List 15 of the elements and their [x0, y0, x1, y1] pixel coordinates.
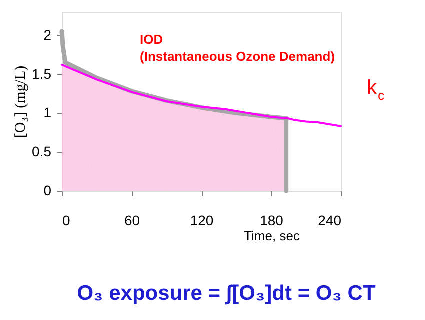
- x-tick-label: 60: [124, 212, 140, 228]
- x-axis-title: Time, sec: [244, 228, 300, 244]
- y-tick-label: 1: [44, 104, 52, 121]
- y-tick-label: 0: [44, 182, 52, 198]
- x-tick-label: 0: [62, 212, 70, 228]
- line-series: [61, 64, 342, 128]
- y-tick-label: 1.5: [32, 66, 52, 82]
- text: O₃ exposure = ∫[O₃]dt = O₃ CT: [77, 282, 376, 305]
- y-tick-label: 0.5: [32, 144, 52, 160]
- y-axis-title: [O₃] (mg/L): [13, 66, 30, 138]
- annotation: IOD (Instantaneous Ozone Demand): [140, 32, 336, 64]
- x-tick-label: 120: [190, 212, 214, 228]
- x-tick-label: 240: [318, 212, 342, 228]
- x-tick-label: 180: [260, 212, 284, 228]
- y-tick-label: 2: [44, 26, 52, 43]
